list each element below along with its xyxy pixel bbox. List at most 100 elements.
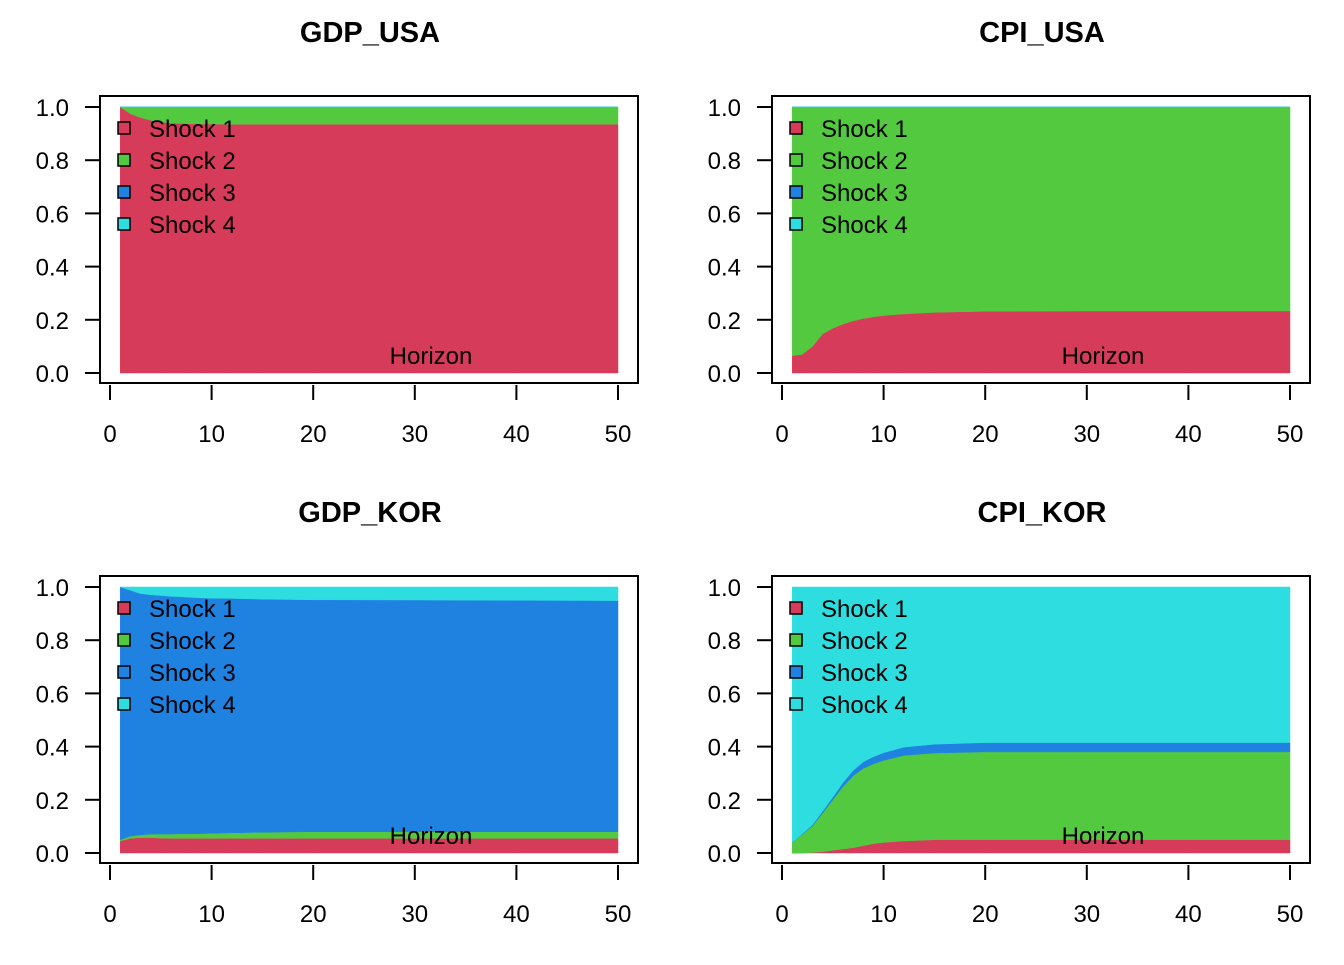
x-tick-label: 20 <box>300 901 327 928</box>
legend-swatch <box>117 697 131 711</box>
panel-title: CPI_KOR <box>978 497 1107 529</box>
area-shock-4 <box>791 586 1291 843</box>
x-tick-label: 30 <box>1073 901 1100 928</box>
x-tick-label: 0 <box>103 901 116 928</box>
x-tick-label: 40 <box>503 421 530 448</box>
x-axis-label: Horizon <box>1062 343 1145 370</box>
x-tick-label: 50 <box>605 421 632 448</box>
legend-label: Shock 1 <box>821 596 908 623</box>
legend-label: Shock 1 <box>149 116 236 143</box>
area-shock-4 <box>120 586 619 601</box>
y-tick-label: 0.0 <box>36 841 69 868</box>
legend-label: Shock 2 <box>821 148 908 175</box>
panel-title: GDP_USA <box>300 17 440 49</box>
panel-cpi_usa: CPI_USA 0.0 0.2 0.4 0.6 0.8 1.0 0 10 20 30 40 50 Hori… <box>708 17 1311 448</box>
y-tick-label: 0.8 <box>708 628 741 655</box>
y-tick-label: 0.6 <box>708 201 741 228</box>
legend-label: Shock 2 <box>149 148 236 175</box>
legend-label: Shock 1 <box>821 116 908 143</box>
y-tick-label: 0.2 <box>708 308 741 335</box>
y-tick-label: 0.4 <box>708 255 741 282</box>
area-shock-1 <box>119 837 619 854</box>
y-tick-label: 0.6 <box>708 681 741 708</box>
plot-frame <box>99 95 639 384</box>
x-tick-label: 30 <box>401 901 428 928</box>
legend-swatch <box>789 601 803 615</box>
x-tick-label: 10 <box>198 421 225 448</box>
legend-label: Shock 3 <box>821 180 908 207</box>
legend-swatch <box>117 633 131 647</box>
panel-title: CPI_USA <box>979 17 1105 49</box>
x-tick-label: 0 <box>103 421 116 448</box>
legend-swatch <box>117 185 131 199</box>
plot-frame <box>771 575 1311 864</box>
x-tick-label: 50 <box>1277 901 1304 928</box>
x-tick-label: 50 <box>605 901 632 928</box>
legend-swatch <box>117 121 131 135</box>
x-tick-label: 10 <box>870 421 897 448</box>
legend-label: Shock 4 <box>149 692 236 719</box>
legend-swatch <box>789 185 803 199</box>
y-tick-label: 0.4 <box>36 735 69 762</box>
y-tick-label: 0.2 <box>36 788 69 815</box>
x-tick-label: 40 <box>503 901 530 928</box>
panel-cpi_kor: CPI_KOR 0.0 0.2 0.4 0.6 0.8 1.0 0 10 20 30 40 50 Hori… <box>708 497 1311 928</box>
x-tick-label: 40 <box>1175 901 1202 928</box>
x-tick-label: 0 <box>775 421 788 448</box>
x-tick-label: 10 <box>198 901 225 928</box>
area-shock-1 <box>119 106 619 374</box>
legend-label: Shock 2 <box>821 628 908 655</box>
y-tick-label: 1.0 <box>708 575 741 602</box>
x-tick-label: 0 <box>775 901 788 928</box>
x-tick-label: 30 <box>401 421 428 448</box>
plot-frame <box>99 575 639 864</box>
x-tick-label: 50 <box>1277 421 1304 448</box>
y-tick-label: 0.2 <box>708 788 741 815</box>
legend-swatch <box>789 665 803 679</box>
x-axis-label: Horizon <box>390 343 473 370</box>
y-tick-label: 0.4 <box>708 735 741 762</box>
panel-gdp_kor: GDP_KOR 0.0 0.2 0.4 0.6 0.8 1.0 0 10 20 30 40 50 Hori… <box>36 497 639 928</box>
y-tick-label: 0.8 <box>708 148 741 175</box>
legend-swatch <box>789 121 803 135</box>
x-axis-label: Horizon <box>390 823 473 850</box>
legend-label: Shock 3 <box>149 660 236 687</box>
y-tick-label: 0.6 <box>36 681 69 708</box>
y-tick-label: 0.0 <box>708 361 741 388</box>
legend-swatch <box>789 153 803 167</box>
plot-frame <box>771 95 1311 384</box>
legend-label: Shock 3 <box>821 660 908 687</box>
x-tick-label: 20 <box>972 901 999 928</box>
legend-swatch <box>789 697 803 711</box>
legend-label: Shock 4 <box>821 212 908 239</box>
legend-label: Shock 4 <box>149 212 236 239</box>
legend-swatch <box>789 217 803 231</box>
x-tick-label: 20 <box>972 421 999 448</box>
y-tick-label: 0.2 <box>36 308 69 335</box>
legend-swatch <box>117 217 131 231</box>
legend-label: Shock 2 <box>149 628 236 655</box>
legend-label: Shock 4 <box>821 692 908 719</box>
y-tick-label: 0.0 <box>36 361 69 388</box>
legend-swatch <box>117 601 131 615</box>
y-tick-label: 0.8 <box>36 148 69 175</box>
y-tick-label: 0.0 <box>708 841 741 868</box>
panel-gdp_usa: GDP_USA 0.0 0.2 0.4 0.6 0.8 1.0 0 10 20 30 40 50 Hori… <box>36 17 639 448</box>
y-tick-label: 1.0 <box>36 575 69 602</box>
legend-label: Shock 1 <box>149 596 236 623</box>
x-tick-label: 20 <box>300 421 327 448</box>
y-tick-label: 1.0 <box>708 95 741 122</box>
x-tick-label: 10 <box>870 901 897 928</box>
y-tick-label: 0.8 <box>36 628 69 655</box>
panel-title: GDP_KOR <box>298 497 441 529</box>
legend-label: Shock 3 <box>149 180 236 207</box>
y-tick-label: 0.4 <box>36 255 69 282</box>
legend-swatch <box>789 633 803 647</box>
y-tick-label: 1.0 <box>36 95 69 122</box>
legend-swatch <box>117 153 131 167</box>
legend-swatch <box>117 665 131 679</box>
x-axis-label: Horizon <box>1062 823 1145 850</box>
x-tick-label: 40 <box>1175 421 1202 448</box>
y-tick-label: 0.6 <box>36 201 69 228</box>
